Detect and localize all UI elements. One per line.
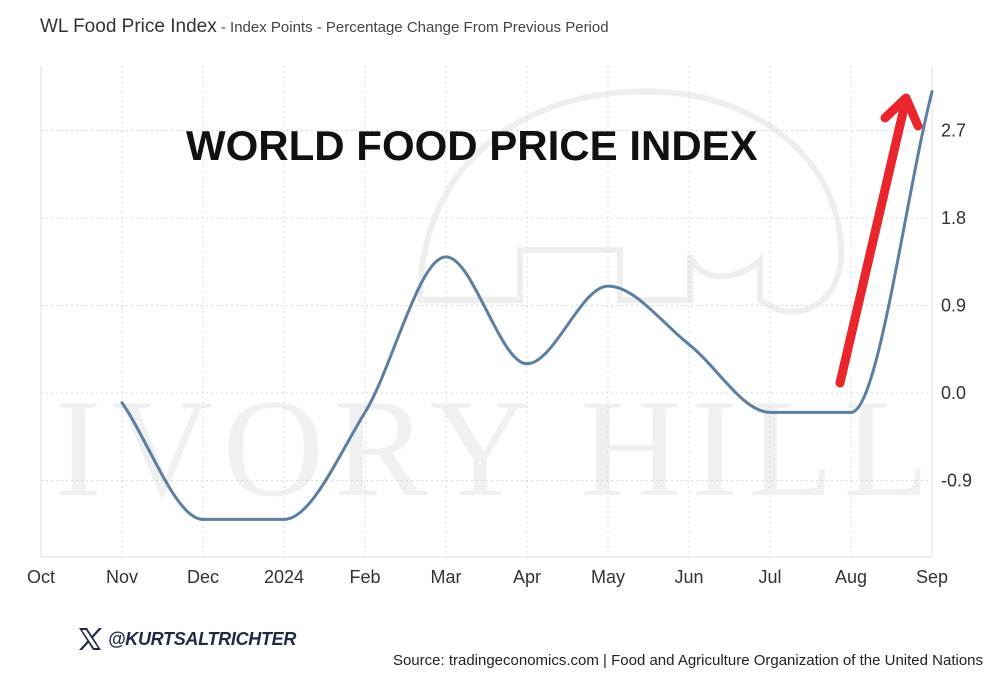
- watermark-elephant-icon: [416, 88, 845, 315]
- y-tick-label: 0.0: [941, 383, 966, 403]
- x-logo-icon: [79, 628, 102, 650]
- up-arrow-annotation: [835, 93, 923, 388]
- x-tick-label: Jun: [674, 567, 703, 587]
- x-tick-label: Nov: [106, 567, 138, 587]
- x-tick-label: Dec: [187, 567, 219, 587]
- grid: [40, 66, 933, 558]
- x-tick-label: Jul: [758, 567, 781, 587]
- handle-text: @KURTSALTRICHTER: [108, 628, 297, 649]
- arrow-shaft: [835, 103, 909, 388]
- source-note: Source: tradingeconomics.com | Food and …: [392, 652, 983, 669]
- series-layer: [120, 90, 934, 521]
- x-tick-label: 2024: [264, 567, 304, 587]
- overlay-title: WORLD FOOD PRICE INDEX: [186, 122, 758, 169]
- x-tick-label: Oct: [27, 567, 55, 587]
- watermark: IVORY HILL: [55, 88, 939, 526]
- y-axis: 2.7 1.8 0.9 0.0 -0.9: [941, 121, 972, 491]
- chart-subtitle: - Index Points - Percentage Change From …: [216, 19, 609, 36]
- x-tick-label: May: [591, 567, 625, 587]
- series-line: [120, 90, 934, 521]
- watermark-text: IVORY HILL: [55, 371, 939, 526]
- x-tick-label: Feb: [349, 567, 380, 587]
- x-axis: Oct Nov Dec 2024 Feb Mar Apr May Jun Jul Aug Sep: [27, 567, 948, 587]
- y-tick-label: 1.8: [941, 208, 966, 228]
- chart-header: WL Food Price Index - Index Points - Per…: [40, 16, 609, 38]
- y-tick-label: 0.9: [941, 296, 966, 316]
- x-tick-label: Mar: [431, 567, 462, 587]
- y-tick-label: 2.7: [941, 121, 966, 141]
- y-tick-label: -0.9: [941, 471, 972, 491]
- x-tick-label: Aug: [835, 567, 867, 587]
- chart-title: WL Food Price Index: [40, 16, 217, 37]
- x-tick-label: Sep: [916, 567, 948, 587]
- author-handle: @KURTSALTRICHTER: [76, 625, 296, 653]
- arrow-head: [880, 93, 923, 131]
- x-tick-label: Apr: [513, 567, 541, 587]
